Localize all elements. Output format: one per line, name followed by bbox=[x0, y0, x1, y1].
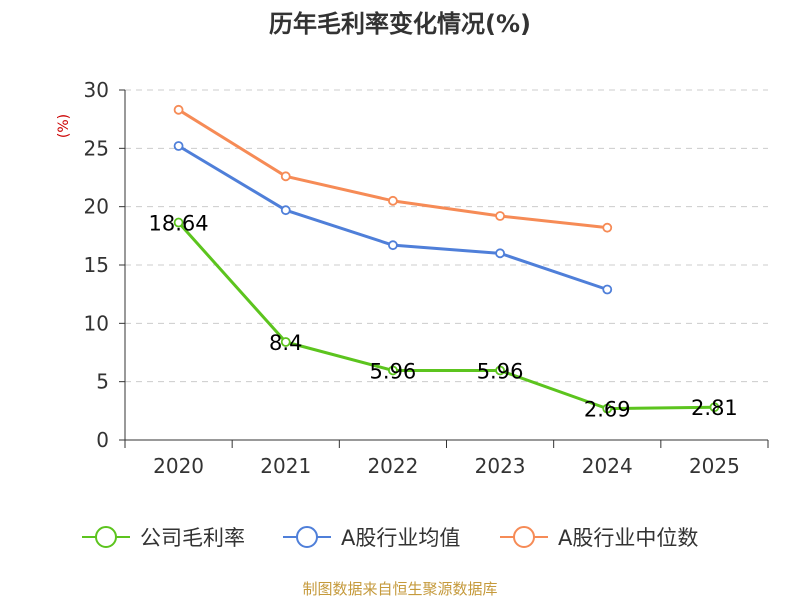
data-point[interactable] bbox=[495, 211, 505, 221]
data-label: 18.64 bbox=[149, 212, 209, 236]
data-label: 2.81 bbox=[691, 396, 738, 420]
data-point[interactable] bbox=[388, 365, 398, 376]
data-labels: 18.64 8.4 5.96 5.96 2.69 2.81 bbox=[149, 212, 738, 422]
data-point[interactable] bbox=[173, 217, 184, 228]
data-point[interactable] bbox=[602, 403, 613, 414]
series-line bbox=[177, 108, 608, 230]
chart-title: 历年毛利率变化情况(%) bbox=[269, 10, 531, 38]
x-tick-label: 2024 bbox=[582, 454, 633, 478]
data-point[interactable] bbox=[388, 240, 398, 251]
series-lines bbox=[173, 104, 720, 414]
data-point[interactable] bbox=[602, 222, 613, 233]
y-tick-label: 10 bbox=[84, 311, 109, 335]
data-point[interactable] bbox=[495, 248, 505, 259]
data-point[interactable] bbox=[388, 195, 398, 206]
legend-label: A股行业中位数 bbox=[558, 526, 698, 550]
y-tick-label: 25 bbox=[84, 136, 109, 160]
data-point[interactable] bbox=[173, 141, 184, 151]
data-point[interactable] bbox=[280, 205, 291, 216]
y-axis-unit-label: (%) bbox=[56, 114, 72, 138]
legend-item[interactable]: 公司毛利率 bbox=[82, 526, 245, 550]
data-label: 2.69 bbox=[584, 398, 631, 422]
y-tick-label: 15 bbox=[84, 253, 109, 277]
y-tick-label: 5 bbox=[96, 370, 109, 394]
legend-marker bbox=[95, 526, 117, 548]
x-tick-label: 2023 bbox=[475, 454, 526, 478]
legend-marker bbox=[296, 526, 318, 548]
data-point[interactable] bbox=[280, 337, 291, 347]
x-tick-label: 2025 bbox=[689, 454, 740, 478]
legend-label: 公司毛利率 bbox=[140, 526, 245, 550]
x-tick-label: 2022 bbox=[367, 454, 418, 478]
data-point[interactable] bbox=[173, 104, 184, 115]
y-tick-label: 20 bbox=[84, 195, 109, 219]
data-label: 8.4 bbox=[269, 331, 302, 355]
legend-marker bbox=[513, 526, 535, 548]
y-tick-label: 0 bbox=[96, 428, 109, 452]
x-tick-label: 2021 bbox=[260, 454, 311, 478]
data-point[interactable] bbox=[602, 284, 613, 295]
x-tick-label: 2020 bbox=[153, 454, 204, 478]
legend-label: A股行业均值 bbox=[341, 526, 460, 550]
series-line bbox=[177, 221, 715, 411]
data-label: 5.96 bbox=[370, 359, 417, 383]
data-source-note: 制图数据来自恒生聚源数据库 bbox=[302, 580, 497, 598]
data-point[interactable] bbox=[495, 365, 505, 376]
data-label: 5.96 bbox=[477, 359, 524, 383]
data-point[interactable] bbox=[709, 402, 720, 413]
y-tick-label: 30 bbox=[84, 78, 109, 102]
legend-item[interactable]: A股行业均值 bbox=[283, 526, 460, 550]
grid-lines bbox=[125, 89, 768, 383]
legend[interactable]: 公司毛利率 A股行业均值 A股行业中位数 bbox=[82, 526, 698, 550]
legend-item[interactable]: A股行业中位数 bbox=[500, 526, 698, 550]
data-point[interactable] bbox=[280, 171, 291, 182]
series-line bbox=[177, 144, 608, 291]
